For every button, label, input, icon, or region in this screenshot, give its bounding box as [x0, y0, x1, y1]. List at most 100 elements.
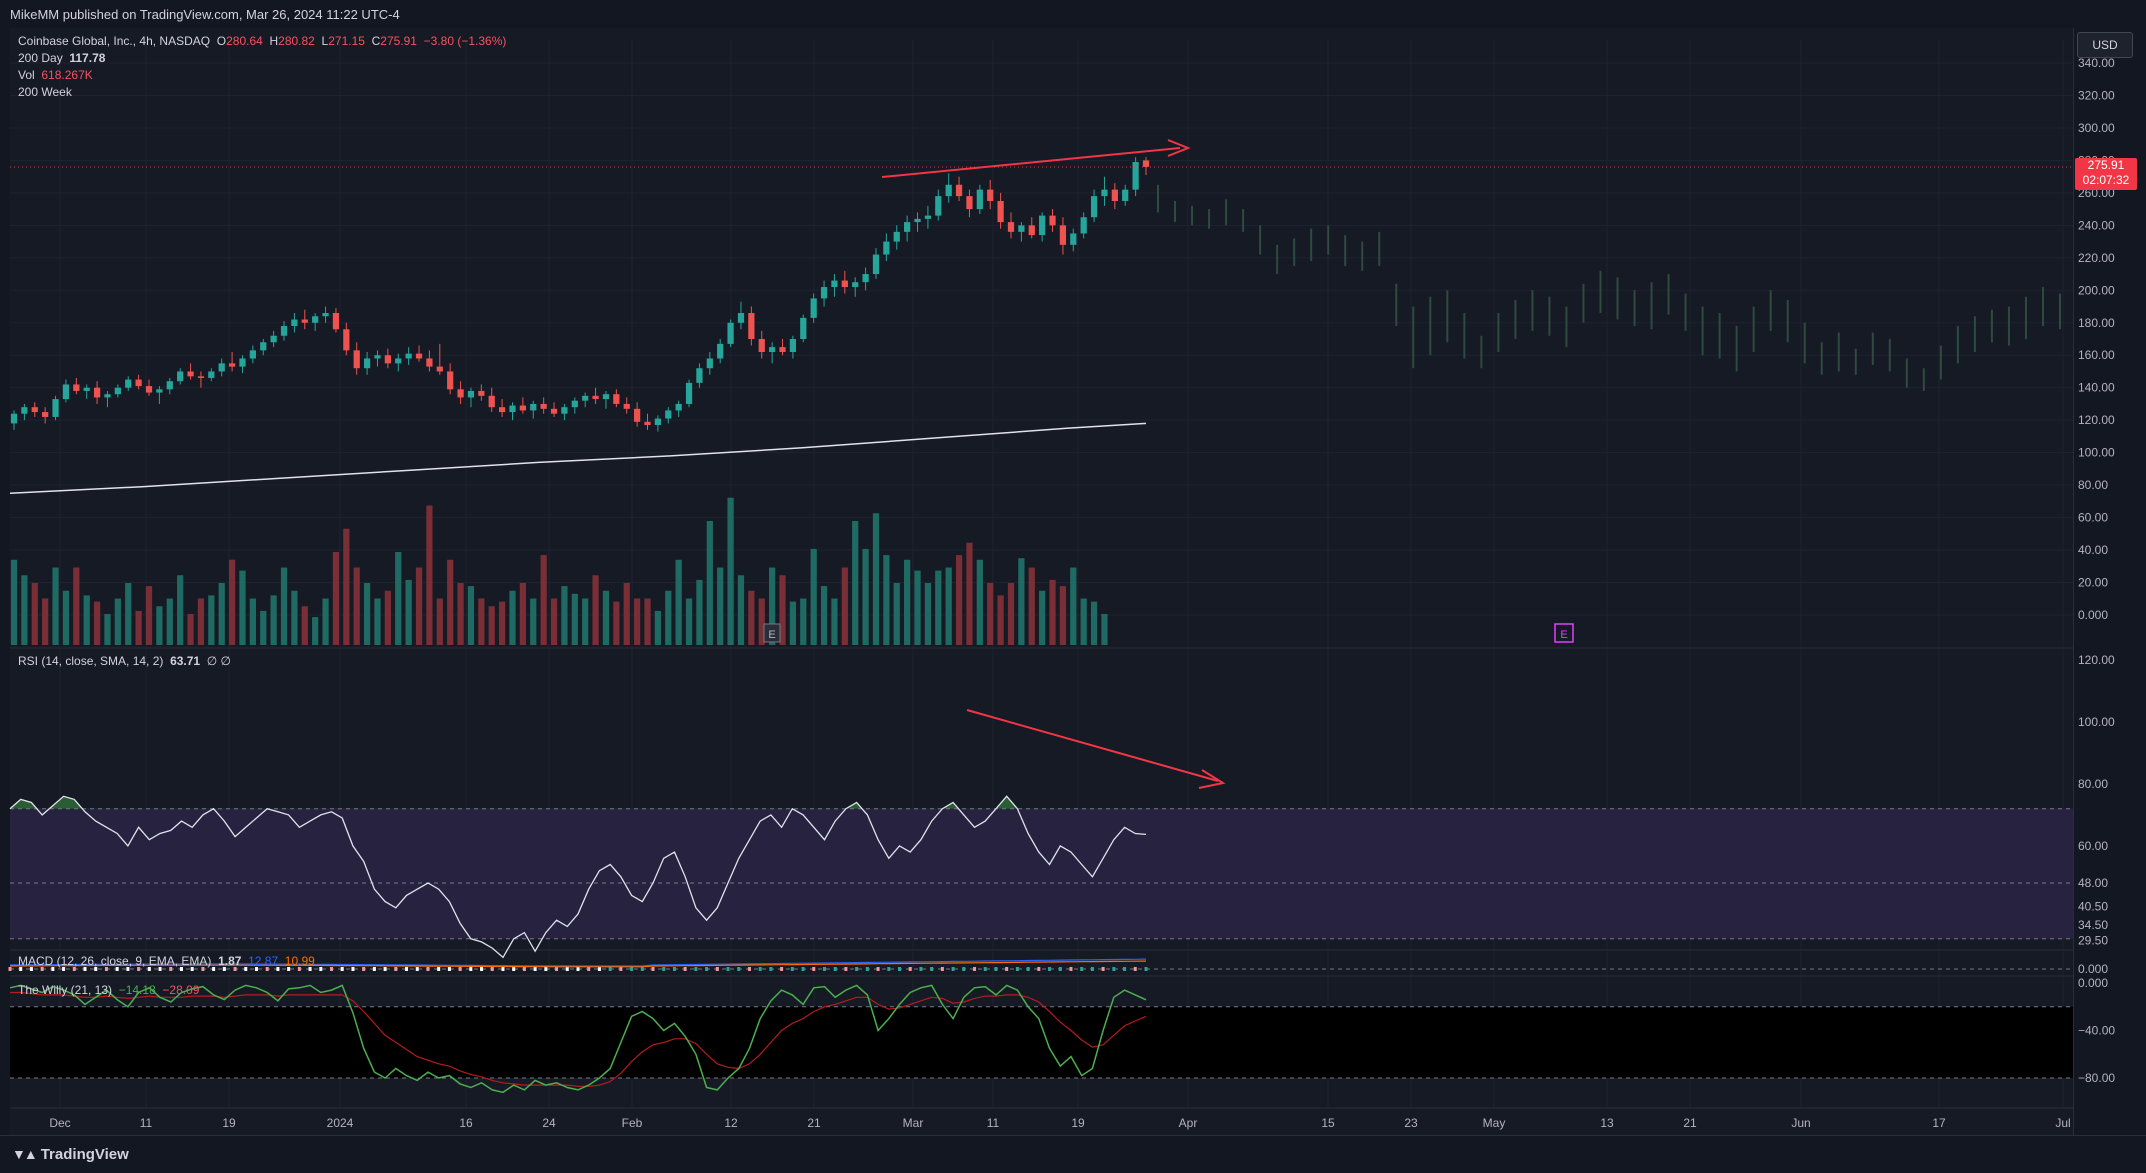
- candle-body: [332, 313, 340, 330]
- time-tick-label: 16: [459, 1116, 473, 1130]
- volume-bar: [883, 555, 890, 645]
- price-trendline-arrow: [1167, 139, 1191, 157]
- tradingview-logo-icon: ▼▲: [12, 1146, 38, 1162]
- volume-bar: [872, 513, 880, 645]
- volume-bar: [831, 598, 838, 645]
- price-tick-label: 200.00: [2078, 283, 2115, 297]
- ma200w-legend[interactable]: 200 Week: [18, 85, 72, 99]
- volume-bar: [1070, 567, 1077, 645]
- ma200d-legend[interactable]: 200 Day 117.78: [18, 51, 105, 65]
- earnings-marker-future: [1554, 623, 1574, 643]
- macd-histogram-bar: [1026, 967, 1030, 971]
- candle-body: [415, 353, 423, 359]
- macd-value-3: 10.99: [284, 954, 315, 968]
- rsi-legend[interactable]: RSI (14, close, SMA, 14, 2) 63.71 ∅ ∅: [18, 654, 231, 668]
- volume-bar: [62, 590, 70, 645]
- volume-bar: [997, 595, 1004, 645]
- macd-histogram-bar: [994, 967, 998, 971]
- macd-histogram-bar: [244, 967, 248, 971]
- volume-bar: [696, 579, 703, 645]
- macd-legend[interactable]: MACD (12, 26, close, 9, EMA, EMA) 1.87 1…: [18, 954, 315, 968]
- volume-bar: [592, 575, 599, 645]
- macd-histogram-bar: [1123, 967, 1127, 971]
- volume-bar: [197, 598, 205, 645]
- currency-button[interactable]: USD: [2077, 32, 2133, 58]
- macd-histogram-bar: [212, 967, 216, 971]
- volume-bar: [769, 567, 776, 645]
- candle-body: [177, 371, 184, 382]
- candle-body: [904, 222, 911, 232]
- volume-bar: [447, 559, 454, 645]
- macd-histogram-bar: [930, 967, 934, 971]
- macd-histogram-bar: [801, 967, 805, 971]
- macd-histogram-bar: [865, 967, 869, 971]
- willy-legend[interactable]: The Willy (21, 13) −14.18 −28.09: [18, 983, 199, 997]
- macd-histogram-bar: [437, 967, 441, 971]
- earnings-marker: [763, 623, 781, 643]
- high-value: 280.82: [278, 34, 315, 48]
- tradingview-brand[interactable]: ▼▲ TradingView: [12, 1146, 129, 1163]
- willy-value-1: −14.18: [118, 983, 156, 997]
- candle-body: [187, 371, 194, 377]
- volume-bar: [800, 598, 807, 645]
- candle-body: [561, 407, 568, 414]
- macd-signal-line: [9, 960, 1147, 968]
- volume-bar: [779, 575, 786, 645]
- candle-body: [862, 274, 869, 283]
- volume-bar: [260, 610, 267, 645]
- volume-bar: [488, 606, 495, 645]
- macd-histogram-bar: [179, 967, 183, 971]
- low-label: L: [321, 34, 329, 48]
- volume-bar: [904, 559, 911, 645]
- volume-legend[interactable]: Vol 618.267K: [18, 68, 93, 82]
- candle-body: [114, 387, 121, 395]
- macd-histogram-bar: [812, 967, 816, 971]
- volume-bar: [457, 583, 464, 645]
- macd-histogram-bar: [694, 967, 698, 971]
- time-tick-label: Mar: [903, 1116, 924, 1130]
- candle-body: [104, 394, 111, 398]
- price-tick-label: 20.00: [2078, 576, 2108, 590]
- macd-histogram-bar: [94, 967, 98, 971]
- volume-bar: [675, 559, 682, 645]
- macd-histogram-bar: [544, 967, 548, 971]
- macd-histogram-bar: [372, 967, 376, 971]
- time-tick-label: 11: [140, 1116, 153, 1130]
- price-tick-label: 240.00: [2078, 218, 2115, 232]
- volume-bar: [914, 570, 921, 645]
- candle-body: [488, 395, 495, 408]
- macd-histogram-bar: [330, 967, 334, 971]
- macd-histogram-bar: [1080, 967, 1084, 971]
- macd-histogram-bar: [1144, 967, 1148, 971]
- willy-line: [9, 984, 1147, 1094]
- volume-bar: [42, 598, 49, 645]
- volume-bar: [343, 528, 350, 645]
- candle-body: [301, 319, 308, 323]
- volume-bar: [685, 598, 693, 645]
- candle-body: [685, 382, 693, 404]
- volume-bar: [550, 598, 558, 645]
- volume-bar: [945, 567, 952, 645]
- volume-bar: [644, 598, 651, 645]
- volume-bar: [478, 598, 485, 645]
- price-scale[interactable]: [2073, 28, 2146, 1135]
- time-tick-label: Feb: [622, 1116, 643, 1130]
- volume-bar: [665, 590, 672, 645]
- macd-histogram-bar: [137, 967, 141, 971]
- candle-body: [1111, 189, 1118, 201]
- candle-body: [582, 395, 589, 401]
- candle-body: [1132, 162, 1139, 190]
- candle-body: [831, 280, 838, 288]
- macd-histogram-bar: [254, 967, 258, 971]
- macd-histogram-bar: [608, 967, 612, 971]
- volume-bar: [384, 590, 391, 645]
- candle-body: [1028, 225, 1035, 236]
- volume-bar: [156, 606, 163, 645]
- candle-body: [1049, 215, 1056, 226]
- macd-histogram-bar: [962, 967, 966, 971]
- published-text: MikeMM published on TradingView.com, Mar…: [10, 7, 400, 22]
- volume-bar: [353, 567, 360, 645]
- candle-body: [1080, 217, 1087, 234]
- macd-label: MACD (12, 26, close, 9, EMA, EMA): [18, 954, 212, 968]
- volume-bar: [21, 575, 28, 645]
